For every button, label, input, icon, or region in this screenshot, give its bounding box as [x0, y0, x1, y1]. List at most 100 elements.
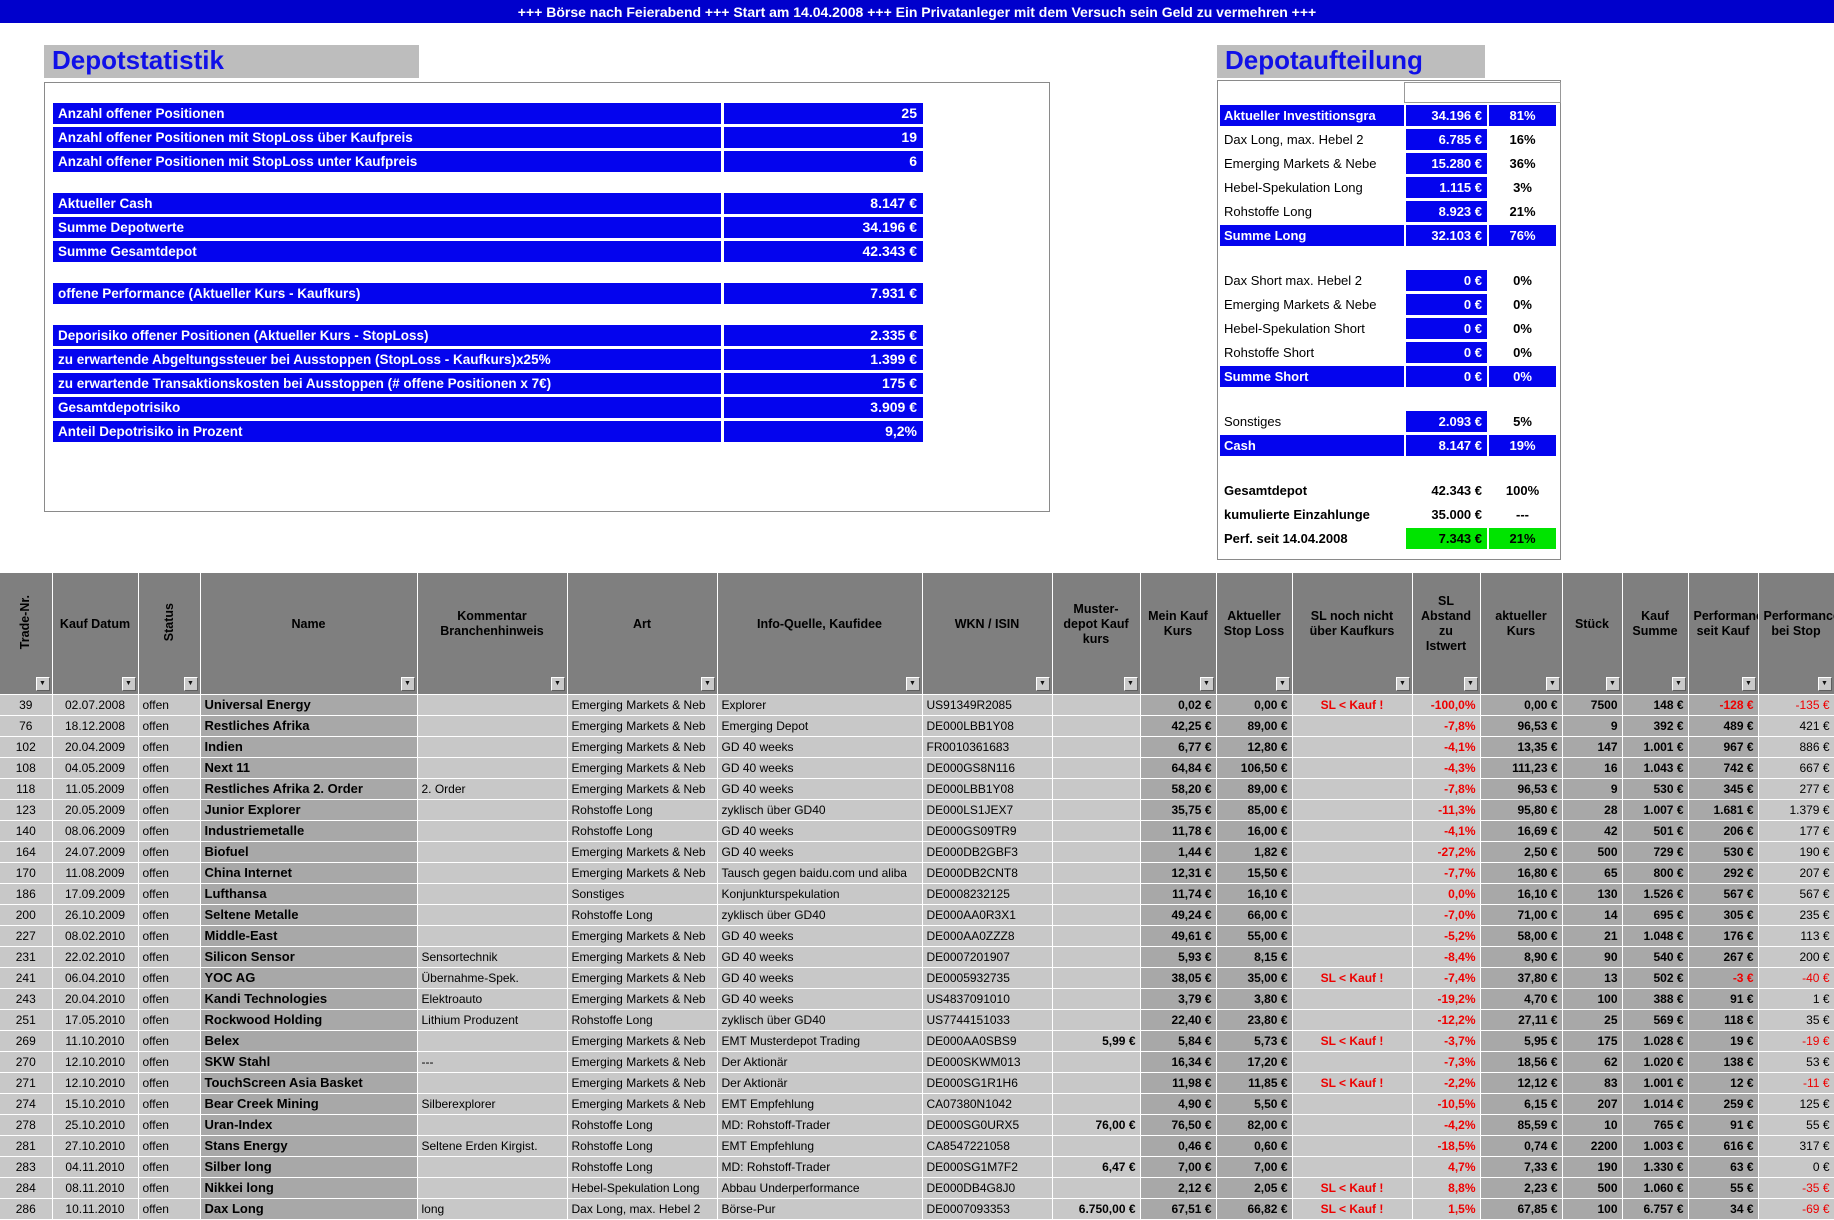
allocation-pct: 0%	[1489, 270, 1556, 291]
cell-tradeno: 164	[0, 841, 52, 862]
cell-tradeno: 286	[0, 1198, 52, 1219]
filter-button-stueck[interactable]: ▼	[1606, 677, 1620, 691]
cell-kommentar	[417, 715, 567, 736]
cell-status: offen	[138, 1135, 200, 1156]
cell-datum: 20.04.2009	[52, 736, 138, 757]
filter-button-art[interactable]: ▼	[701, 677, 715, 691]
filter-button-muster[interactable]: ▼	[1124, 677, 1138, 691]
filter-button-slabstand[interactable]: ▼	[1464, 677, 1478, 691]
cell-wkn: DE000AA0SBS9	[922, 1030, 1052, 1051]
filter-button-kaufkurs[interactable]: ▼	[1200, 677, 1214, 691]
cell-wkn: DE0005932735	[922, 967, 1052, 988]
stat-label: Deporisiko offener Positionen (Aktueller…	[53, 325, 721, 346]
filter-button-kommentar[interactable]: ▼	[551, 677, 565, 691]
stat-value: 19	[724, 127, 923, 148]
cell-kurs: 95,80 €	[1480, 799, 1562, 820]
cell-datum: 27.10.2010	[52, 1135, 138, 1156]
cell-tradeno: 281	[0, 1135, 52, 1156]
cell-stueck: 500	[1562, 841, 1622, 862]
cell-art: Emerging Markets & Neb	[567, 715, 717, 736]
filter-button-status[interactable]: ▼	[184, 677, 198, 691]
cell-kaufkurs: 42,25 €	[1140, 715, 1216, 736]
cell-name: Bear Creek Mining	[200, 1093, 417, 1114]
cell-stoploss: 11,85 €	[1216, 1072, 1292, 1093]
stat-label: zu erwartende Abgeltungssteuer bei Ausst…	[53, 349, 721, 370]
allocation-value: 8.147 €	[1406, 435, 1487, 456]
cell-wkn: DE000SG1M7F2	[922, 1156, 1052, 1177]
cell-perfstop: 207 €	[1758, 862, 1834, 883]
allocation-value: 7.343 €	[1406, 528, 1487, 549]
allocation-pct: 76%	[1489, 225, 1556, 246]
filter-button-summe[interactable]: ▼	[1672, 677, 1686, 691]
filter-button-slflag[interactable]: ▼	[1396, 677, 1410, 691]
stat-label: Anteil Depotrisiko in Prozent	[53, 421, 721, 442]
cell-stueck: 13	[1562, 967, 1622, 988]
filter-button-quelle[interactable]: ▼	[906, 677, 920, 691]
cell-status: offen	[138, 1051, 200, 1072]
cell-slflag	[1292, 820, 1412, 841]
cell-datum: 17.09.2009	[52, 883, 138, 904]
allocation-pct: 0%	[1489, 294, 1556, 315]
stat-label: Anzahl offener Positionen mit StopLoss ü…	[53, 127, 721, 148]
cell-name: Indien	[200, 736, 417, 757]
cell-wkn: DE000SG1R1H6	[922, 1072, 1052, 1093]
stat-row: zu erwartende Transaktionskosten bei Aus…	[53, 373, 925, 394]
cell-datum: 15.10.2010	[52, 1093, 138, 1114]
allocation-label: Dax Short max. Hebel 2	[1220, 270, 1404, 291]
cell-quelle: Emerging Depot	[717, 715, 922, 736]
cell-stoploss: 5,50 €	[1216, 1093, 1292, 1114]
column-header-label: Kauf Summe	[1632, 609, 1677, 638]
filter-button-kurs[interactable]: ▼	[1546, 677, 1560, 691]
cell-summe: 1.043 €	[1622, 757, 1688, 778]
cell-kommentar	[417, 862, 567, 883]
column-header-label: Trade-Nr.	[18, 595, 33, 649]
cell-tradeno: 227	[0, 925, 52, 946]
filter-button-wkn[interactable]: ▼	[1036, 677, 1050, 691]
allocation-value: 0 €	[1406, 294, 1487, 315]
cell-status: offen	[138, 1114, 200, 1135]
cell-name: Restliches Afrika 2. Order	[200, 778, 417, 799]
cell-stueck: 42	[1562, 820, 1622, 841]
filter-button-tradeno[interactable]: ▼	[36, 677, 50, 691]
cell-wkn: US7744151033	[922, 1009, 1052, 1030]
column-header-kaufkurs: Mein Kauf Kurs▼	[1140, 573, 1216, 694]
cell-slabstand: -7,4%	[1412, 967, 1480, 988]
cell-quelle: GD 40 weeks	[717, 778, 922, 799]
cell-summe: 1.330 €	[1622, 1156, 1688, 1177]
cell-datum: 12.10.2010	[52, 1051, 138, 1072]
cell-wkn: DE0007201907	[922, 946, 1052, 967]
cell-slflag	[1292, 1114, 1412, 1135]
cell-muster	[1052, 841, 1140, 862]
filter-button-perfkauf[interactable]: ▼	[1742, 677, 1756, 691]
cell-perfstop: 421 €	[1758, 715, 1834, 736]
cell-name: YOC AG	[200, 967, 417, 988]
column-header-label: Status	[162, 603, 177, 641]
stat-label: Summe Gesamtdepot	[53, 241, 721, 262]
cell-stueck: 9	[1562, 778, 1622, 799]
cell-summe: 1.003 €	[1622, 1135, 1688, 1156]
cell-kurs: 8,90 €	[1480, 946, 1562, 967]
cell-kurs: 7,33 €	[1480, 1156, 1562, 1177]
stat-value: 8.147 €	[724, 193, 923, 214]
filter-button-stoploss[interactable]: ▼	[1276, 677, 1290, 691]
cell-quelle: EMT Empfehlung	[717, 1093, 922, 1114]
filter-button-datum[interactable]: ▼	[122, 677, 136, 691]
column-header-summe: Kauf Summe ▼	[1622, 573, 1688, 694]
filter-button-perfstop[interactable]: ▼	[1818, 677, 1832, 691]
cell-perfstop: -40 €	[1758, 967, 1834, 988]
cell-tradeno: 231	[0, 946, 52, 967]
cell-perfkauf: 19 €	[1688, 1030, 1758, 1051]
cell-summe: 501 €	[1622, 820, 1688, 841]
cell-kaufkurs: 0,02 €	[1140, 694, 1216, 715]
stat-label: Summe Depotwerte	[53, 217, 721, 238]
filter-button-name[interactable]: ▼	[401, 677, 415, 691]
